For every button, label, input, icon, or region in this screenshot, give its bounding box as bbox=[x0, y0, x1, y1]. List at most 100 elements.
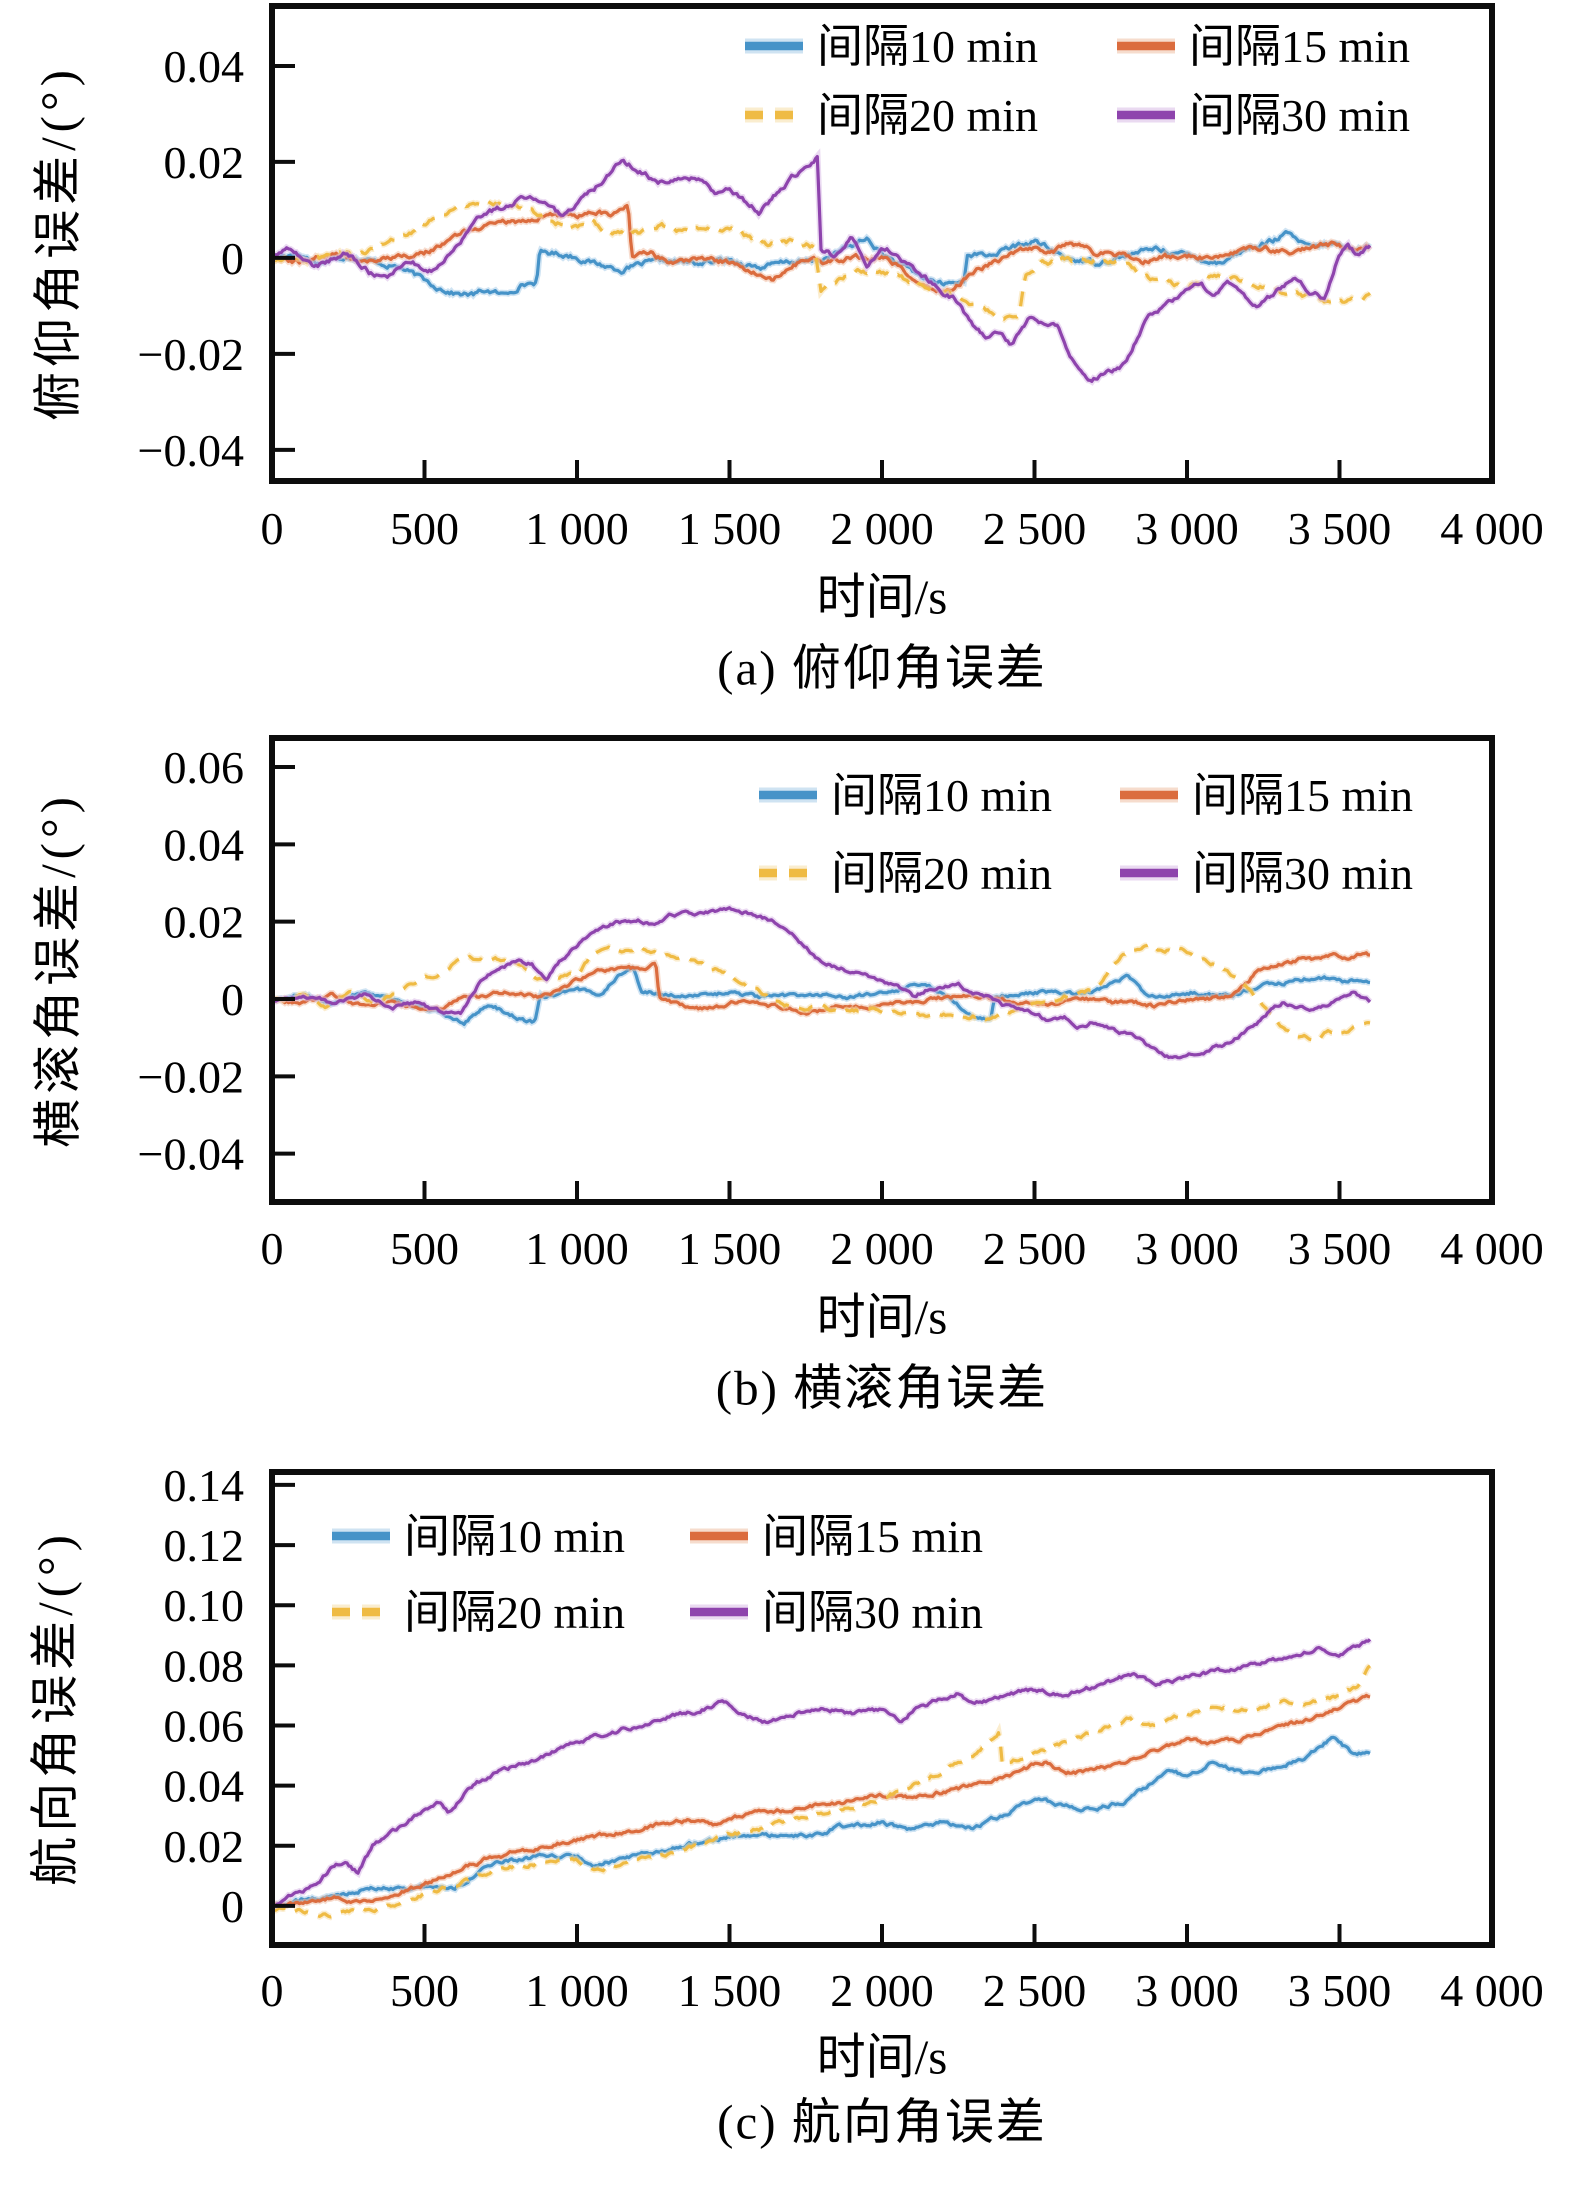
series-line-i15 bbox=[274, 951, 1371, 1016]
series-halo-i30 bbox=[274, 904, 1373, 1062]
series-layer bbox=[274, 148, 1373, 386]
x-tick-label: 3 000 bbox=[1135, 503, 1239, 554]
x-tick-label: 3 500 bbox=[1288, 1223, 1392, 1274]
legend-item-i20: 间隔20 min bbox=[745, 90, 1038, 141]
legend-label-i15: 间隔15 min bbox=[1192, 770, 1413, 821]
x-axis-title-a: 时间/s bbox=[816, 569, 948, 625]
y-tick-label: 0.02 bbox=[164, 137, 245, 188]
x-axis-title-c: 时间/s bbox=[816, 2029, 948, 2085]
y-tick-label: −0.04 bbox=[138, 425, 244, 476]
x-tick-label: 4 000 bbox=[1440, 1223, 1544, 1274]
x-tick-label: 1 500 bbox=[678, 503, 782, 554]
plot-box bbox=[269, 1469, 1495, 1948]
x-tick-label: 2 500 bbox=[983, 503, 1087, 554]
x-tick-label: 1 000 bbox=[525, 1223, 629, 1274]
x-tick-label: 1 000 bbox=[525, 503, 629, 554]
x-tick-label: 500 bbox=[390, 1965, 459, 2016]
x-tick-label: 500 bbox=[390, 1223, 459, 1274]
legend-label-i15: 间隔15 min bbox=[1189, 21, 1410, 72]
x-tick-label: 3 500 bbox=[1288, 1965, 1392, 2016]
legend-label-i30: 间隔30 min bbox=[1192, 848, 1413, 899]
legend-item-i15: 间隔15 min bbox=[690, 1511, 983, 1562]
series-line-i30 bbox=[274, 155, 1372, 383]
x-tick-label: 4 000 bbox=[1440, 503, 1544, 554]
y-tick-label: 0.10 bbox=[164, 1580, 245, 1631]
x-tick-label: 4 000 bbox=[1440, 1965, 1544, 2016]
chart-caption-c: (c) 航向角误差 bbox=[717, 2094, 1047, 2150]
x-tick-label: 0 bbox=[261, 1223, 284, 1274]
x-tick-label: 500 bbox=[390, 503, 459, 554]
y-tick-label: 0.04 bbox=[164, 1761, 245, 1812]
legend-item-i15: 间隔15 min bbox=[1120, 770, 1413, 821]
legend-item-i30: 间隔30 min bbox=[690, 1587, 983, 1638]
legend-item-i10: 间隔10 min bbox=[759, 770, 1052, 821]
x-tick-label: 3 000 bbox=[1135, 1965, 1239, 2016]
series-layer bbox=[274, 904, 1373, 1062]
legend-item-i30: 间隔30 min bbox=[1120, 848, 1413, 899]
y-tick-label: 0 bbox=[221, 974, 244, 1025]
chart-a: 0 500 1 000 1 500 2 000 2 500 3 000 3 500 4 000 0… bbox=[138, 3, 1544, 554]
legend-label-i10: 间隔10 min bbox=[831, 770, 1052, 821]
y-tick-label: 0.02 bbox=[164, 897, 245, 948]
series-line-i20 bbox=[274, 199, 1372, 321]
series-layer bbox=[274, 1637, 1373, 1921]
y-tick-label: 0.14 bbox=[164, 1460, 245, 1511]
legend-label-i20: 间隔20 min bbox=[817, 90, 1038, 141]
legend-label-i30: 间隔30 min bbox=[1189, 90, 1410, 141]
chart-b: 0 500 1 000 1 500 2 000 2 500 3 000 3 500 4 000 0… bbox=[138, 735, 1544, 1274]
series-line-i15 bbox=[274, 1693, 1371, 1908]
legend-label-i10: 间隔10 min bbox=[404, 1511, 625, 1562]
series-halo-i30 bbox=[274, 1637, 1373, 1910]
chart-caption-b: (b) 横滚角误差 bbox=[715, 1360, 1049, 1416]
x-tick-label: 2 000 bbox=[830, 1965, 934, 2016]
legend-label-i20: 间隔20 min bbox=[404, 1587, 625, 1638]
y-tick-label: 0.04 bbox=[164, 41, 245, 92]
chart-c: 0 500 1 000 1 500 2 000 2 500 3 000 3 500 4 000 0… bbox=[164, 1460, 1544, 2016]
y-tick-label: −0.02 bbox=[138, 329, 244, 380]
legend-item-i10: 间隔10 min bbox=[332, 1511, 625, 1562]
series-line-i15 bbox=[274, 203, 1372, 295]
series-line-i30 bbox=[274, 1638, 1372, 1908]
legend-item-i10: 间隔10 min bbox=[745, 21, 1038, 72]
x-tick-label: 2 000 bbox=[830, 503, 934, 554]
series-line-i20 bbox=[274, 943, 1371, 1043]
x-tick-label: 2 500 bbox=[983, 1965, 1087, 2016]
x-tick-label: 1 500 bbox=[678, 1965, 782, 2016]
y-axis-title-c: 航向角误差/(°) bbox=[27, 1530, 83, 1886]
y-tick-label: −0.04 bbox=[138, 1129, 244, 1180]
series-line-i30 bbox=[274, 906, 1372, 1060]
y-tick-label: 0.02 bbox=[164, 1821, 245, 1872]
legend-item-i20: 间隔20 min bbox=[759, 848, 1052, 899]
legend-label-i30: 间隔30 min bbox=[762, 1587, 983, 1638]
x-tick-label: 1 500 bbox=[678, 1223, 782, 1274]
x-tick-label: 3 000 bbox=[1135, 1223, 1239, 1274]
legend-label-i15: 间隔15 min bbox=[762, 1511, 983, 1562]
x-tick-label: 0 bbox=[261, 503, 284, 554]
y-tick-label: 0.06 bbox=[164, 1700, 245, 1751]
y-tick-label: 0.04 bbox=[164, 819, 245, 870]
x-tick-label: 3 500 bbox=[1288, 503, 1392, 554]
y-tick-label: 0.08 bbox=[164, 1640, 245, 1691]
y-tick-label: 0.06 bbox=[164, 742, 245, 793]
y-tick-label: 0.12 bbox=[164, 1520, 245, 1571]
x-tick-label: 2 000 bbox=[830, 1223, 934, 1274]
legend-label-i20: 间隔20 min bbox=[831, 848, 1052, 899]
legend-item-i15: 间隔15 min bbox=[1117, 21, 1410, 72]
x-tick-label: 2 500 bbox=[983, 1223, 1087, 1274]
y-axis-title-b: 横滚角误差/(°) bbox=[30, 792, 86, 1148]
series-line-i10 bbox=[274, 966, 1371, 1026]
chart-caption-a: (a) 俯仰角误差 bbox=[717, 640, 1047, 696]
series-line-i20 bbox=[274, 1664, 1371, 1919]
legend-item-i20: 间隔20 min bbox=[332, 1587, 625, 1638]
x-tick-label: 1 000 bbox=[525, 1965, 629, 2016]
x-tick-label: 0 bbox=[261, 1965, 284, 2016]
y-tick-label: −0.02 bbox=[138, 1051, 244, 1102]
plot-box bbox=[269, 3, 1495, 484]
y-tick-label: 0 bbox=[221, 233, 244, 284]
y-axis-title-a: 俯仰角误差/(°) bbox=[30, 65, 86, 421]
plot-box bbox=[269, 735, 1495, 1205]
series-line-i10 bbox=[274, 1735, 1371, 1908]
x-axis-title-b: 时间/s bbox=[816, 1289, 948, 1345]
y-tick-label: 0 bbox=[221, 1881, 244, 1932]
